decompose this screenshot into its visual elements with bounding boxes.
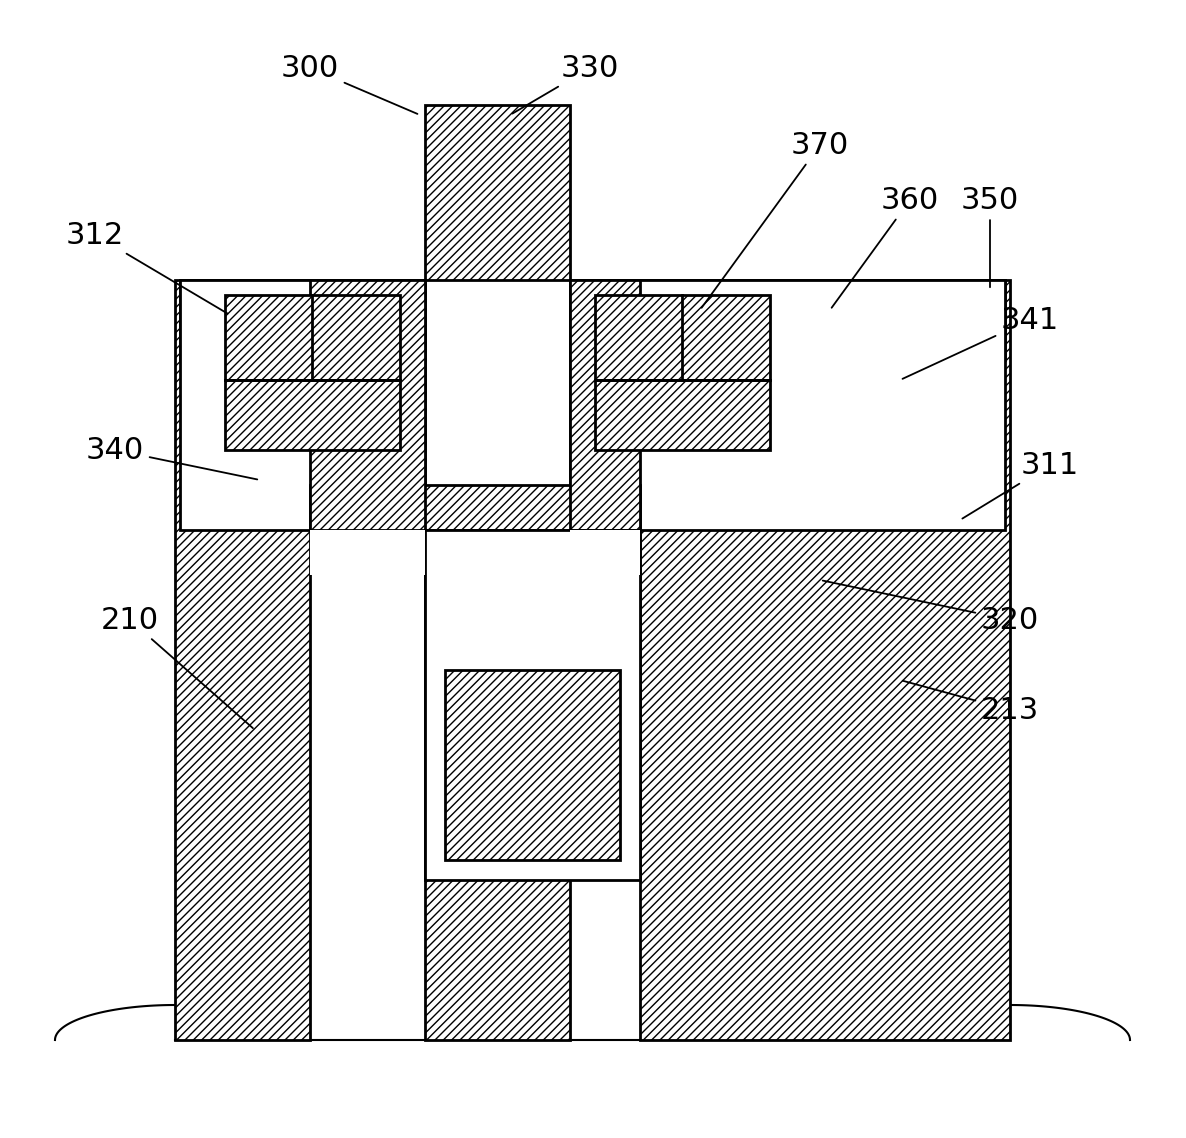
Text: 341: 341	[903, 305, 1059, 379]
Text: 210: 210	[101, 605, 253, 728]
Bar	[595, 380, 770, 450]
Bar	[176, 280, 310, 1040]
Text: 360: 360	[831, 185, 939, 307]
Text: 350: 350	[961, 185, 1019, 287]
Text: 312: 312	[66, 221, 228, 314]
Bar	[425, 530, 640, 880]
Text: 340: 340	[85, 436, 257, 479]
Bar	[310, 530, 425, 575]
Text: 311: 311	[962, 451, 1079, 519]
Text: 320: 320	[823, 580, 1039, 635]
Bar	[225, 380, 400, 450]
Bar	[445, 670, 620, 860]
Text: 300: 300	[281, 53, 417, 114]
Bar	[180, 280, 425, 360]
Bar	[570, 280, 640, 530]
Bar	[425, 530, 570, 1040]
Bar	[570, 280, 1005, 360]
Bar	[425, 105, 570, 280]
Text: 370: 370	[702, 131, 849, 307]
Bar	[570, 530, 640, 575]
Text: 213: 213	[903, 681, 1039, 725]
Text: 330: 330	[512, 53, 619, 114]
Bar	[180, 280, 425, 530]
Bar	[310, 280, 425, 530]
Bar	[640, 280, 1010, 1040]
Bar	[310, 485, 640, 530]
Bar	[570, 280, 1005, 530]
Bar	[595, 295, 770, 380]
Bar	[225, 295, 400, 380]
